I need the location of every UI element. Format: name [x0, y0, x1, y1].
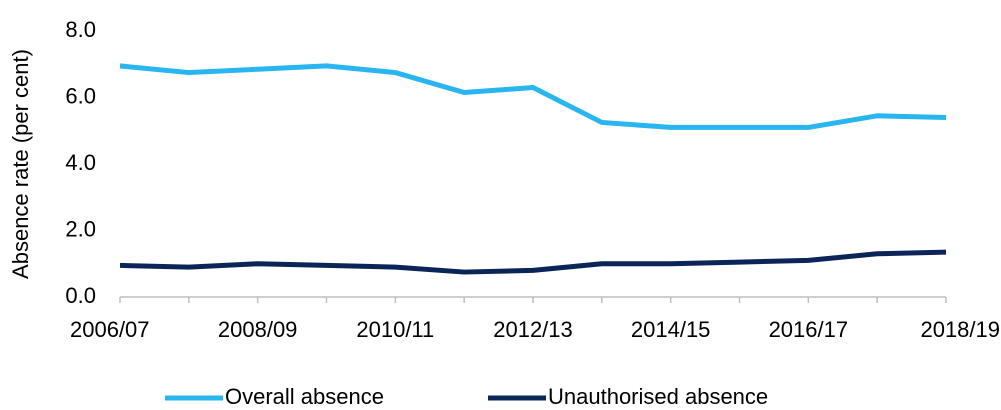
x-tick-label: 2018/19	[920, 317, 1000, 342]
y-tick-label: 2.0	[65, 216, 96, 241]
x-tick-label: 2014/15	[631, 317, 711, 342]
x-tick-label: 2010/11	[356, 317, 434, 342]
y-axis-label: Absence rate (per cent)	[8, 49, 33, 279]
legend-label: Overall absence	[225, 384, 384, 409]
x-tick-label: 2012/13	[493, 317, 573, 342]
x-tick-label: 2006/07	[70, 317, 150, 342]
x-tick-label: 2016/17	[769, 317, 849, 342]
y-tick-label: 8.0	[65, 17, 96, 42]
series-line	[119, 63, 947, 130]
y-tick-label: 6.0	[65, 83, 96, 108]
legend-label: Unauthorised absence	[548, 384, 768, 409]
x-tick-label: 2008/09	[218, 317, 298, 342]
series-line	[119, 249, 947, 275]
y-tick-label: 0.0	[65, 283, 96, 308]
y-tick-label: 4.0	[65, 150, 96, 175]
